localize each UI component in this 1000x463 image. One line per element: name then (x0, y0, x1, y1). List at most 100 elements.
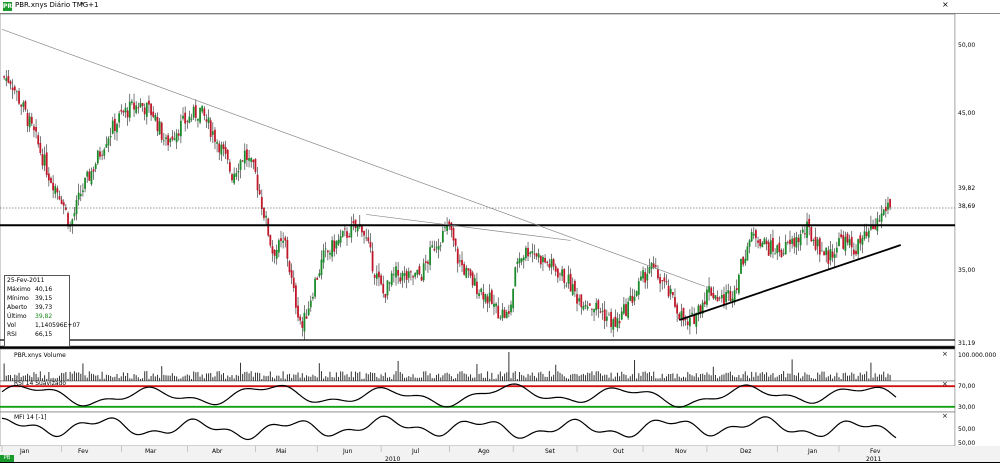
candle-body-8 (20, 104, 23, 107)
candle-body-273 (584, 304, 587, 307)
candle-body-289 (618, 321, 621, 324)
candle-body-140 (301, 321, 304, 328)
x-axis-strip (0, 446, 1000, 462)
candle-body-400 (855, 250, 857, 255)
candle-body-291 (622, 304, 625, 314)
candle-body-415 (887, 202, 889, 210)
candle-body-70 (152, 111, 155, 117)
candle-body-294 (629, 295, 632, 301)
candle-body-346 (740, 258, 742, 274)
candle-body-227 (486, 296, 489, 304)
candle-body-279 (597, 300, 600, 310)
candle-body-403 (861, 238, 864, 245)
candle-body-218 (467, 268, 470, 271)
candle-body-238 (510, 304, 512, 313)
candle-body-299 (640, 276, 642, 281)
candle-body-313 (669, 288, 672, 294)
data-value: 1,140596E+07 (35, 322, 81, 329)
candle-body-45 (99, 151, 101, 157)
candle-body-1 (5, 78, 8, 81)
candle-body-393 (840, 234, 843, 238)
candle-body-124 (267, 218, 270, 236)
candle-body-310 (663, 277, 666, 282)
candle-body-20 (45, 152, 48, 176)
candle-body-230 (493, 303, 495, 307)
candle-body-408 (872, 225, 874, 230)
candle-body-130 (280, 238, 282, 241)
chart-title[interactable]: PBR.xnys Diário TMG+1 (15, 1, 99, 9)
candle-body-128 (275, 249, 278, 259)
candle-body-143 (307, 308, 310, 316)
close-icon[interactable]: × (942, 0, 949, 9)
candle-body-334 (714, 295, 717, 299)
candle-body-39 (86, 171, 89, 177)
candle-body-10 (24, 101, 27, 110)
candle-body-235 (503, 309, 506, 318)
candle-body-132 (284, 237, 287, 241)
candle-body-30 (67, 213, 69, 227)
candle-body-65 (141, 103, 144, 107)
candle-body-179 (384, 293, 387, 298)
candle-body-125 (269, 234, 272, 246)
candle-body-297 (635, 291, 638, 297)
candle-body-161 (346, 231, 348, 238)
candle-body-225 (482, 291, 485, 300)
candle-body-75 (162, 140, 165, 142)
candle-body-182 (390, 273, 393, 286)
candle-body-107 (231, 174, 233, 181)
candle-body-293 (627, 301, 630, 318)
candle-body-53 (116, 124, 118, 133)
panel-bg-1 (0, 348, 956, 382)
candle-body-288 (616, 318, 619, 328)
candle-body-330 (706, 289, 708, 305)
candle-body-304 (650, 262, 653, 269)
candle-body-38 (84, 177, 86, 189)
candle-body-285 (610, 311, 612, 327)
panel-bg-3 (0, 411, 956, 447)
candle-body-246 (527, 247, 529, 257)
candle-body-232 (497, 305, 500, 319)
candle-body-63 (137, 107, 140, 109)
candle-body-358 (765, 240, 768, 245)
candle-body-312 (667, 285, 670, 297)
mfi-tick-b: 50,00 (958, 440, 976, 447)
candle-body-23 (52, 182, 55, 191)
candle-body-256 (548, 263, 551, 268)
candle-body-21 (47, 173, 50, 181)
candle-body-268 (573, 280, 576, 292)
data-row-low: Mínimo 39,15 (7, 295, 69, 303)
volume-close-icon[interactable]: × (942, 350, 948, 358)
rsi-tick-70: 70,00 (958, 383, 976, 390)
candle-body-343 (733, 290, 736, 303)
candle-body-337 (720, 294, 723, 299)
candle-body-345 (737, 274, 740, 294)
candle-body-113 (243, 150, 246, 164)
chevron-down-icon[interactable]: ▾ (80, 0, 84, 8)
candle-body-382 (816, 239, 819, 247)
x-tick-jan: Jan (20, 448, 30, 455)
candle-body-175 (375, 273, 378, 279)
candle-body-4 (11, 87, 14, 91)
candle-body-277 (593, 309, 595, 313)
x-tick-jan2: Jan (808, 448, 818, 455)
candle-body-308 (659, 277, 661, 284)
candle-body-87 (188, 116, 191, 123)
candle-body-276 (591, 308, 593, 310)
rsi-close-icon[interactable]: × (942, 380, 948, 388)
candle-body-119 (256, 174, 259, 191)
candle-body-375 (801, 229, 804, 233)
candle-body-351 (750, 232, 753, 242)
candle-body-145 (312, 297, 314, 299)
candle-body-150 (322, 250, 325, 263)
candle-body-152 (326, 250, 329, 253)
x-tick-dez: Dez (740, 448, 752, 455)
candle-body-198 (424, 261, 427, 263)
candle-body-66 (143, 107, 146, 115)
candle-body-247 (529, 252, 532, 255)
candle-body-373 (797, 237, 800, 243)
candle-body-61 (133, 102, 135, 110)
candle-body-207 (444, 227, 446, 229)
candle-body-14 (33, 126, 35, 131)
mfi-close-icon[interactable]: × (942, 412, 948, 420)
